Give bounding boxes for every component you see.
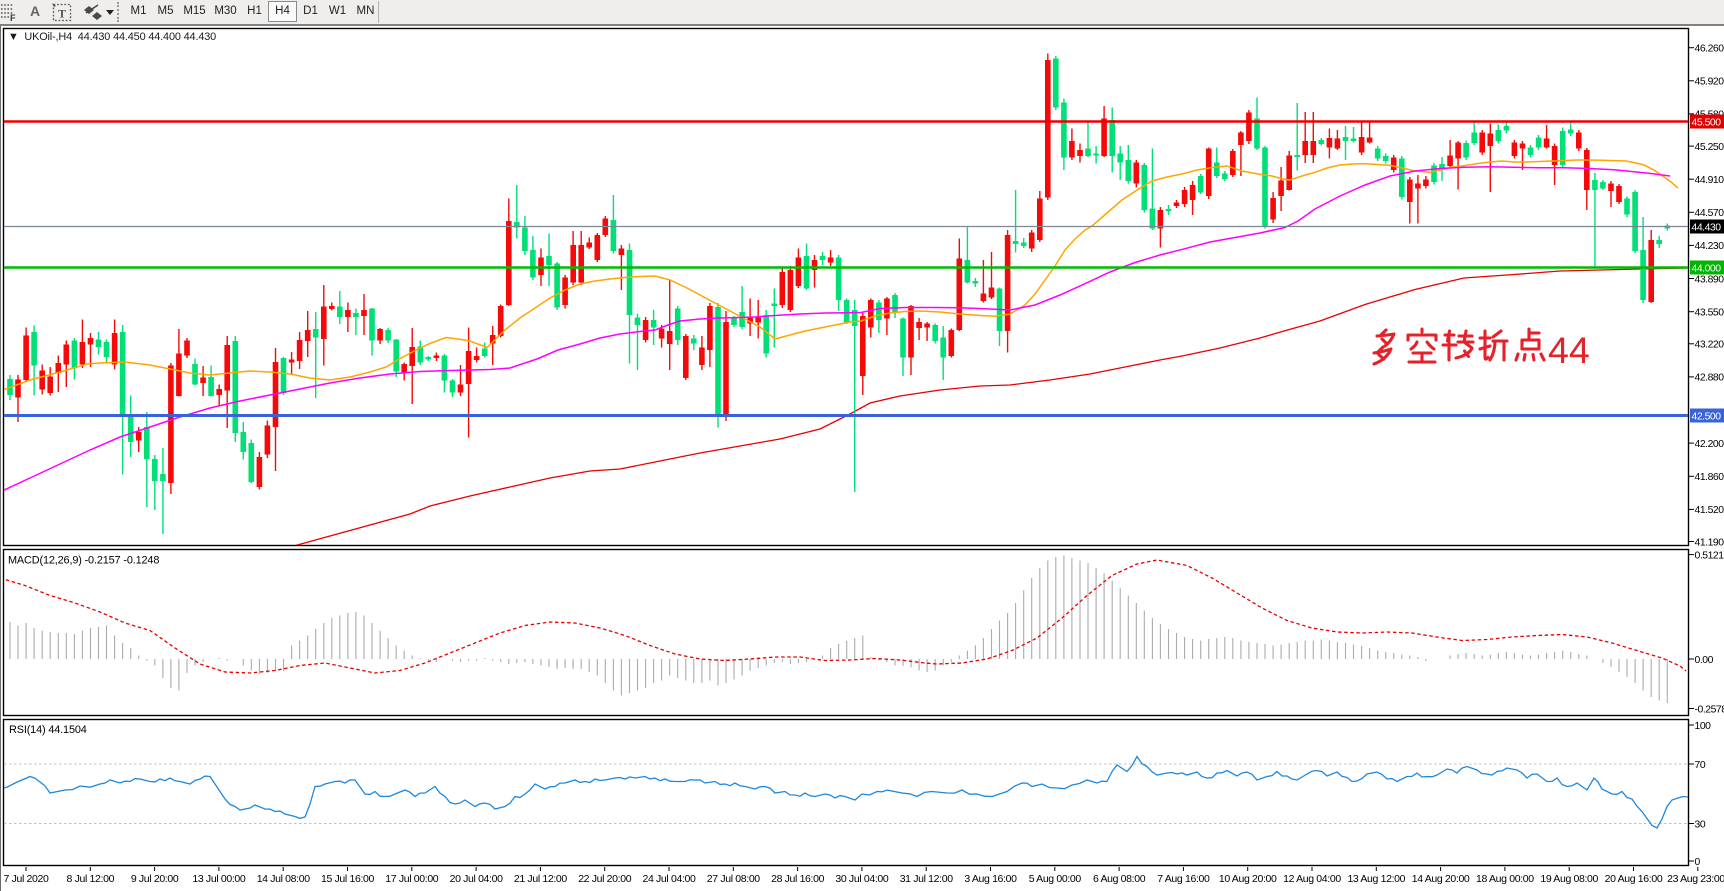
svg-text:13 Aug 12:00: 13 Aug 12:00 <box>1347 873 1405 885</box>
svg-text:15 Jul 16:00: 15 Jul 16:00 <box>321 873 375 885</box>
svg-text:46.260: 46.260 <box>1695 44 1724 55</box>
svg-text:20 Jul 04:00: 20 Jul 04:00 <box>450 873 504 885</box>
svg-text:45.500: 45.500 <box>1692 117 1722 128</box>
svg-text:45.250: 45.250 <box>1695 142 1724 153</box>
svg-text:44.430: 44.430 <box>1692 222 1722 233</box>
svg-text:44.230: 44.230 <box>1695 241 1724 252</box>
svg-text:12 Aug 04:00: 12 Aug 04:00 <box>1283 873 1341 885</box>
svg-text:7 Aug 16:00: 7 Aug 16:00 <box>1157 873 1210 885</box>
svg-text:24 Jul 04:00: 24 Jul 04:00 <box>642 873 696 885</box>
svg-text:6 Aug 08:00: 6 Aug 08:00 <box>1093 873 1146 885</box>
svg-text:T: T <box>58 7 66 21</box>
svg-text:8 Jul 12:00: 8 Jul 12:00 <box>67 873 115 885</box>
svg-text:21 Jul 12:00: 21 Jul 12:00 <box>514 873 568 885</box>
svg-text:44.570: 44.570 <box>1695 208 1724 219</box>
svg-text:13 Jul 00:00: 13 Jul 00:00 <box>192 873 246 885</box>
svg-text:0.00: 0.00 <box>1695 655 1714 666</box>
svg-text:100: 100 <box>1695 721 1712 732</box>
svg-text:42.880: 42.880 <box>1695 373 1724 384</box>
svg-text:10 Aug 20:00: 10 Aug 20:00 <box>1219 873 1277 885</box>
svg-text:30 Jul 04:00: 30 Jul 04:00 <box>835 873 889 885</box>
svg-text:RSI(14) 44.1504: RSI(14) 44.1504 <box>9 724 87 736</box>
svg-text:22 Jul 20:00: 22 Jul 20:00 <box>578 873 632 885</box>
svg-text:41.190: 41.190 <box>1695 537 1724 548</box>
svg-text:0.5121: 0.5121 <box>1695 550 1724 561</box>
svg-text:-0.2578: -0.2578 <box>1695 704 1724 715</box>
svg-text:9 Jul 20:00: 9 Jul 20:00 <box>131 873 179 885</box>
svg-text:0: 0 <box>1695 857 1701 868</box>
svg-text:45.920: 45.920 <box>1695 77 1724 88</box>
svg-text:MACD(12,26,9) -0.2157 -0.1248: MACD(12,26,9) -0.2157 -0.1248 <box>8 555 159 567</box>
svg-text:70: 70 <box>1695 760 1706 771</box>
svg-text:41.860: 41.860 <box>1695 472 1724 483</box>
svg-text:44: 44 <box>1548 329 1590 371</box>
svg-text:20 Aug 16:00: 20 Aug 16:00 <box>1605 873 1663 885</box>
svg-text:43.220: 43.220 <box>1695 340 1724 351</box>
svg-text:▼ UKOil-,H4 44.430 44.450 44: ▼ UKOil-,H4 44.430 44.450 44.400 44.430 <box>8 31 216 43</box>
svg-text:7 Jul 2020: 7 Jul 2020 <box>4 873 49 885</box>
svg-text:43.890: 43.890 <box>1695 274 1724 285</box>
svg-text:43.550: 43.550 <box>1695 308 1724 319</box>
svg-text:42.500: 42.500 <box>1692 411 1722 422</box>
svg-text:F: F <box>10 13 16 23</box>
svg-text:27 Jul 08:00: 27 Jul 08:00 <box>707 873 761 885</box>
svg-text:30: 30 <box>1695 819 1706 830</box>
svg-text:44.000: 44.000 <box>1692 263 1722 274</box>
svg-text:3 Aug 16:00: 3 Aug 16:00 <box>964 873 1017 885</box>
svg-text:14 Jul 08:00: 14 Jul 08:00 <box>257 873 311 885</box>
svg-text:5 Aug 00:00: 5 Aug 00:00 <box>1029 873 1082 885</box>
svg-text:18 Aug 00:00: 18 Aug 00:00 <box>1476 873 1534 885</box>
svg-text:17 Jul 00:00: 17 Jul 00:00 <box>385 873 439 885</box>
svg-text:44.910: 44.910 <box>1695 175 1724 186</box>
svg-text:23 Aug 23:00: 23 Aug 23:00 <box>1667 873 1724 885</box>
svg-text:14 Aug 20:00: 14 Aug 20:00 <box>1412 873 1470 885</box>
svg-text:28 Jul 16:00: 28 Jul 16:00 <box>771 873 825 885</box>
svg-text:19 Aug 08:00: 19 Aug 08:00 <box>1540 873 1598 885</box>
svg-text:31 Jul 12:00: 31 Jul 12:00 <box>900 873 954 885</box>
svg-text:42.200: 42.200 <box>1695 439 1724 450</box>
svg-text:41.520: 41.520 <box>1695 505 1724 516</box>
